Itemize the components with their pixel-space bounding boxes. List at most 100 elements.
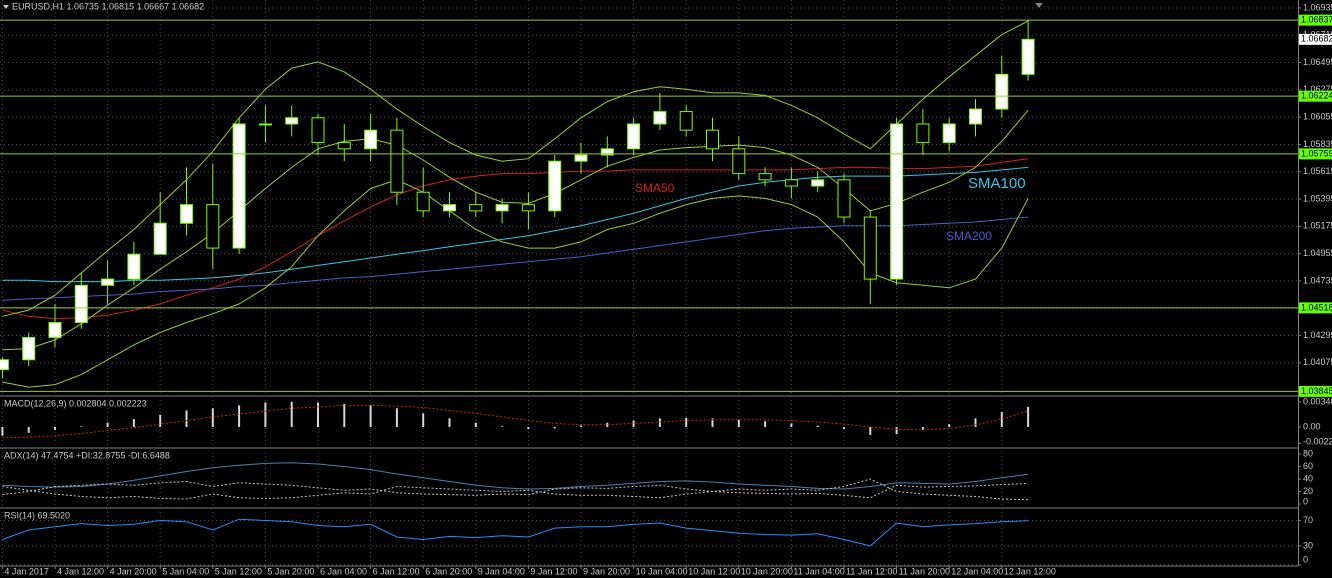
macd-bar: [395, 408, 398, 428]
x-tick-label: 6 Jan 12:00: [373, 566, 420, 576]
macd-bar: [1027, 406, 1030, 428]
level-label: 1.06224: [1301, 91, 1332, 101]
y-tick-label: 1.06055: [1303, 112, 1332, 122]
x-tick-label: 9 Jan 12:00: [530, 566, 577, 576]
candle-body: [416, 191, 430, 212]
x-tick-label: 4 Jan 2017: [4, 566, 49, 576]
macd-bar: [422, 413, 425, 428]
macd-bar: [948, 424, 951, 428]
macd-bar: [290, 401, 293, 428]
macd-bar: [185, 410, 188, 428]
x-tick-label: 12 Jan 12:00: [1004, 566, 1056, 576]
macd-bar: [658, 418, 661, 428]
y-tick-label: 0: [1303, 554, 1308, 564]
macd-bar: [159, 414, 162, 428]
level-label-box: [1299, 385, 1332, 397]
candle-body: [995, 73, 1009, 110]
candle-body: [74, 284, 88, 324]
macd-bar: [606, 422, 609, 428]
indicator-line: [2, 518, 1029, 547]
macd-bar: [764, 421, 767, 428]
candle-body: [153, 222, 167, 255]
y-tick-label: 20: [1303, 486, 1313, 496]
macd-bar: [343, 403, 346, 428]
level-label: 1.03845: [1301, 386, 1332, 396]
macd-bar: [921, 427, 924, 430]
x-tick-label: 11 Jan 20:00: [899, 566, 950, 576]
macd-bar: [27, 427, 30, 433]
current-price-label: 1.06682: [1301, 34, 1332, 44]
macd-bar: [474, 422, 477, 428]
candle-body: [653, 111, 667, 125]
macd-bar: [264, 402, 267, 428]
candle-body: [548, 160, 562, 212]
macd-bar: [1, 427, 4, 436]
indicator-line: [2, 109, 1029, 351]
macd-bar: [580, 425, 582, 428]
y-tick-label: 70: [1303, 515, 1313, 525]
candle-body: [285, 117, 299, 125]
candle-body: [600, 148, 614, 156]
x-tick-label: 9 Jan 04:00: [478, 566, 525, 576]
symbol-menu-icon[interactable]: [3, 5, 9, 9]
candle-body: [1021, 38, 1035, 75]
y-tick-label: 0: [1303, 496, 1308, 506]
y-tick-label: 1.05615: [1303, 166, 1332, 176]
series-annotation: SMA200: [946, 229, 992, 243]
macd-bar: [238, 405, 241, 428]
macd-bar: [501, 426, 504, 428]
x-tick-label: 5 Jan 12:00: [215, 566, 262, 576]
y-tick-label: 1.06935: [1303, 2, 1332, 12]
candle-body: [337, 142, 351, 150]
y-tick-label: 1.05835: [1303, 139, 1332, 149]
macd-bar: [974, 418, 977, 428]
macd-bar: [106, 422, 109, 428]
x-tick-label: 10 Jan 04:00: [636, 566, 688, 576]
macd-bar: [843, 427, 845, 430]
y-tick-label: 1.05175: [1303, 221, 1332, 231]
y-tick-label: -0.00227: [1303, 436, 1332, 446]
y-tick-label: 1.06275: [1303, 84, 1332, 94]
candle-body: [627, 123, 641, 150]
y-tick-label: 30: [1303, 540, 1313, 550]
x-tick-label: 4 Jan 12:00: [57, 566, 104, 576]
macd-bar: [737, 419, 740, 428]
x-tick-label: 12 Jan 04:00: [951, 566, 1003, 576]
candle-body: [311, 117, 325, 144]
x-tick-label: 5 Jan 04:00: [162, 566, 209, 576]
series-annotation: SMA50: [635, 181, 675, 195]
x-tick-label: 11 Jan 12:00: [846, 566, 897, 576]
y-tick-label: 1.04295: [1303, 330, 1332, 340]
current-price-box: [1299, 33, 1332, 45]
candle-body: [0, 359, 9, 371]
y-tick-label: 40: [1303, 473, 1313, 483]
x-tick-label: 10 Jan 20:00: [741, 566, 793, 576]
macd-bar: [132, 419, 135, 428]
candle-body: [679, 111, 693, 131]
candle-body: [969, 108, 982, 125]
y-tick-label: 80: [1303, 448, 1313, 458]
macd-bar: [790, 423, 793, 428]
macd-bar: [1000, 411, 1003, 428]
series-annotation: SMA100: [968, 175, 1026, 192]
candle-body: [837, 179, 851, 218]
candle-body: [758, 173, 772, 181]
candle-body: [890, 123, 904, 280]
y-tick-label: 1.06495: [1303, 57, 1332, 67]
candle-body: [495, 204, 509, 212]
candle-body: [574, 154, 588, 162]
level-label: 1.04518: [1301, 302, 1332, 312]
x-tick-label: 6 Jan 20:00: [425, 566, 472, 576]
y-tick-label: 1.04735: [1303, 275, 1332, 285]
level-label: 1.05759: [1301, 148, 1332, 158]
indicator-line: [2, 179, 1029, 388]
level-label-box: [1299, 14, 1332, 26]
macd-bar: [553, 427, 556, 429]
candle-body: [364, 129, 378, 150]
candle-body: [916, 123, 930, 144]
candle-body: [521, 204, 535, 212]
candle-body: [706, 129, 719, 150]
level-label-box: [1299, 302, 1332, 314]
